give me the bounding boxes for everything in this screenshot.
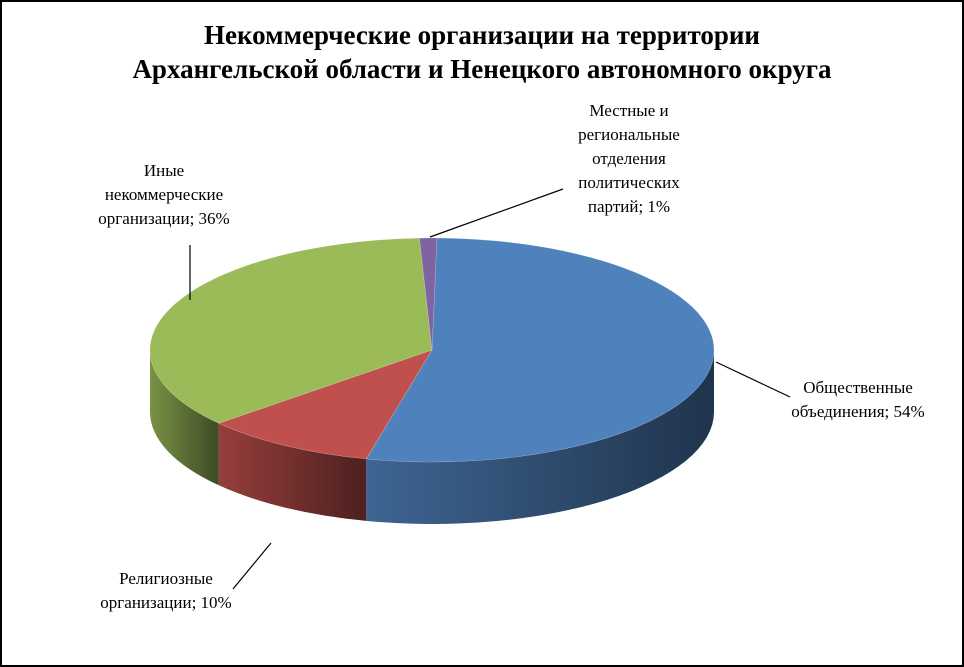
chart-title: Некоммерческие организации на территории… xyxy=(0,18,964,86)
data-label-3-line-1: региональные xyxy=(578,125,680,144)
pie-slice-3 xyxy=(419,237,438,351)
data-label-0-line-1: объединения; 54% xyxy=(791,402,924,421)
pie-side-0 xyxy=(366,350,714,524)
leader-line-1 xyxy=(232,542,272,590)
data-label-3-line-2: отделения xyxy=(592,149,666,168)
data-label-2-line-0: Иные xyxy=(144,161,184,180)
leader-lines xyxy=(189,188,791,590)
data-label-2-line-2: организации; 36% xyxy=(98,209,229,228)
data-label-2-line-1: некоммерческие xyxy=(105,185,223,204)
chart-title-line-1: Некоммерческие организации на территории xyxy=(204,20,760,50)
pie-slice-1 xyxy=(217,349,433,460)
data-label-2: Иные некоммерческие организации; 36% xyxy=(98,161,229,228)
data-label-3-line-3: политических xyxy=(578,173,680,192)
leader-line-0 xyxy=(715,361,791,398)
leader-line-3 xyxy=(429,188,564,238)
data-label-3-line-4: партий; 1% xyxy=(588,197,670,216)
data-label-1: Религиозные организации; 10% xyxy=(100,569,231,612)
pie-side-2 xyxy=(150,350,219,486)
data-label-0-line-0: Общественные xyxy=(803,378,913,397)
pie-side-1 xyxy=(218,423,367,521)
data-label-0: Общественные объединения; 54% xyxy=(791,378,924,421)
pie-slices xyxy=(149,237,715,463)
data-label-1-line-1: организации; 10% xyxy=(100,593,231,612)
pie-slice-0 xyxy=(365,237,715,463)
data-labels: Общественные объединения; 54% Религиозные о… xyxy=(98,101,924,612)
chart-title-line-2: Архангельской области и Ненецкого автоно… xyxy=(132,54,832,84)
data-label-3: Местные и региональные отделения политическ… xyxy=(578,101,680,216)
data-label-3-line-0: Местные и xyxy=(589,101,668,120)
data-label-1-line-0: Религиозные xyxy=(119,569,213,588)
pie-slice-2 xyxy=(149,237,433,424)
pie-sides xyxy=(150,350,714,524)
